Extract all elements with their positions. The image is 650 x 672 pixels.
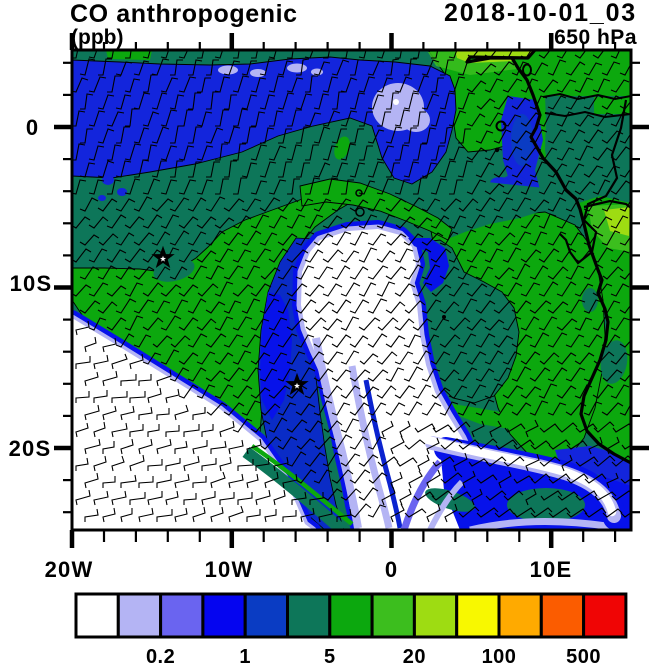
svg-text:1: 1 — [239, 646, 251, 667]
svg-text:0: 0 — [26, 115, 38, 140]
svg-text:500: 500 — [566, 646, 601, 667]
svg-text:10E: 10E — [530, 557, 573, 582]
svg-text:20S: 20S — [9, 436, 52, 461]
svg-text:0.2: 0.2 — [146, 646, 175, 667]
svg-text:0: 0 — [385, 557, 397, 582]
svg-text:5: 5 — [324, 646, 336, 667]
svg-text:(ppb): (ppb) — [71, 26, 123, 49]
svg-text:10W: 10W — [205, 557, 254, 582]
svg-text:20W: 20W — [45, 557, 94, 582]
svg-text:650 hPa: 650 hPa — [554, 26, 637, 49]
svg-text:10S: 10S — [10, 271, 53, 296]
svg-text:20: 20 — [403, 646, 426, 667]
svg-text:CO anthropogenic: CO anthropogenic — [70, 0, 298, 28]
svg-text:100: 100 — [482, 646, 517, 667]
svg-text:2018-10-01_03: 2018-10-01_03 — [444, 0, 637, 27]
